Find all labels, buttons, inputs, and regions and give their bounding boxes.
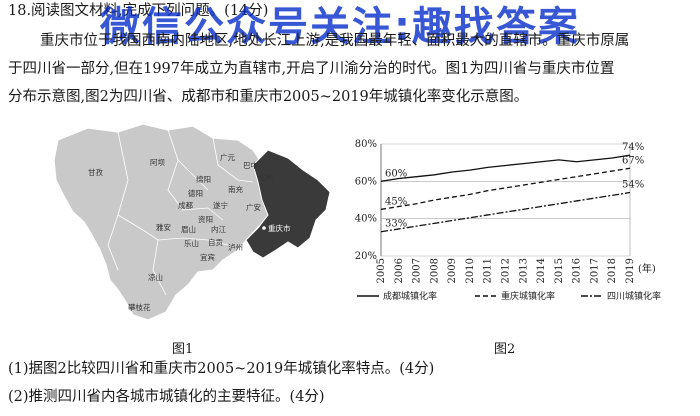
chart-gridlines (380, 143, 631, 257)
x-tick-label-2011: 2011 (483, 258, 494, 283)
data-label-1-1: 67% (622, 155, 644, 166)
paragraph-line-1: 重庆市位于我国西南内陆地区,地处长江上游,是我国最年轻、面积最大的直辖市。重庆市… (40, 33, 630, 49)
chart-legend: 成都城镇化率 重庆城镇化率 四川城镇化率 (357, 290, 661, 302)
map-label-liangshan: 凉山 (148, 272, 163, 282)
figure1-caption: 图1 (172, 342, 194, 357)
map-label-dazhou: 达州 (258, 172, 273, 182)
sub-question-1: (1)据图2比较四川省和重庆市2005~2019年城镇化率特点。(4分) (8, 361, 435, 377)
data-label-2-1: 54% (622, 180, 644, 191)
chart-series: 60% 74% 45% 67% 33% 54% (380, 142, 644, 233)
legend-label-0: 成都城镇化率 (383, 290, 437, 302)
map-label-panzhihua: 攀枝花 (128, 302, 151, 312)
map-label-neijiang: 内江 (211, 224, 226, 234)
x-unit-label: (年) (638, 262, 656, 275)
map-label-zigong: 自贡 (208, 237, 223, 247)
map-label-bazhong: 巴中 (243, 160, 258, 170)
map-label-guangyuan: 广元 (220, 152, 235, 162)
series-line-2 (380, 191, 631, 233)
x-tick-label-2010: 2010 (465, 258, 476, 283)
map-label-guang-an: 广安 (246, 202, 261, 212)
data-label-2-0: 33% (385, 219, 407, 230)
chongqing-shape (245, 149, 331, 259)
x-tick-label-2013: 2013 (518, 258, 529, 283)
data-label-1-0: 45% (385, 196, 407, 207)
watermark: 微信公众号关注:趣找答案 (100, 4, 580, 50)
data-label-0-0: 60% (385, 168, 407, 179)
x-tick-label-2015: 2015 (554, 258, 565, 283)
map-label-leshan: 乐山 (184, 238, 199, 248)
x-tick-label-2017: 2017 (589, 258, 600, 283)
x-tick-label-2006: 2006 (394, 258, 405, 283)
data-label-0-1: 74% (622, 142, 644, 153)
series-line-1 (380, 167, 631, 210)
map-label-deyang: 德阳 (188, 188, 203, 198)
map-label-aba: 阿坝 (150, 158, 165, 167)
series-line-0 (380, 154, 631, 182)
legend-label-1: 重庆城镇化率 (501, 290, 555, 302)
x-tick-label-2007: 2007 (412, 258, 423, 283)
y-tick-label-40: 40% (355, 214, 377, 225)
urbanization-line-chart: 20% 40% 60% 80% 2005 2006 2007 2008 2009 2010 201… (355, 139, 661, 302)
map-label-meishan: 眉山 (181, 224, 196, 234)
map-label-chongqing: 重庆市 (268, 223, 291, 233)
x-tick-label-2016: 2016 (572, 258, 583, 283)
figure2-caption: 图2 (494, 342, 516, 357)
map-label-yibin: 宜宾 (200, 252, 215, 262)
x-tick-label-2012: 2012 (501, 258, 512, 283)
map-label-nanchong: 南充 (228, 184, 243, 194)
map-label-suining: 遂宁 (213, 200, 228, 210)
chart-x-ticks: 2005 2006 2007 2008 2009 2010 2011 2012 2013 2014… (376, 258, 656, 283)
map-label-ziyang: 资阳 (198, 214, 213, 224)
map-label-chengdu: 成都 (178, 200, 193, 210)
paragraph-line-3: 分布示意图,图2为四川省、成都市和重庆市2005~2019年城镇化率变化示意图。 (8, 89, 529, 105)
map-borders (107, 129, 254, 296)
x-tick-label-2014: 2014 (536, 258, 547, 283)
map-label-luzhou: 泸州 (228, 242, 243, 252)
x-tick-label-2018: 2018 (607, 258, 618, 283)
chart-y-ticks: 20% 40% 60% 80% (355, 139, 377, 262)
legend-label-2: 四川城镇化率 (607, 290, 661, 302)
paragraph-line-2: 于四川省一部分,但在1997年成立为直辖市,开启了川渝分治的时代。图1为四川省与… (8, 61, 615, 77)
chongqing-city-dot (262, 226, 266, 230)
question-heading: 18.阅读图文材料,完成下列问题。(14分) (8, 3, 269, 19)
y-tick-label-80: 80% (355, 139, 377, 150)
sichuan-chongqing-map: 甘孜 阿坝 广元 绵阳 巴中 达州 德阳 南充 成都 遂宁 广安 资阳 雅安 眉… (53, 123, 331, 321)
y-tick-label-20: 20% (355, 251, 377, 262)
map-label-ganzi: 甘孜 (88, 167, 103, 177)
sub-question-2: (2)推测四川省内各城市城镇化的主要特征。(4分) (8, 389, 325, 405)
x-tick-label-2005: 2005 (376, 258, 387, 283)
y-tick-label-60: 60% (355, 176, 377, 187)
sichuan-province-shape (53, 123, 274, 321)
map-label-ya-an: 雅安 (156, 222, 171, 232)
x-tick-label-2009: 2009 (447, 258, 458, 283)
x-tick-label-2008: 2008 (429, 258, 440, 283)
map-label-mianyang: 绵阳 (196, 174, 211, 184)
x-tick-label-2019: 2019 (625, 258, 636, 283)
